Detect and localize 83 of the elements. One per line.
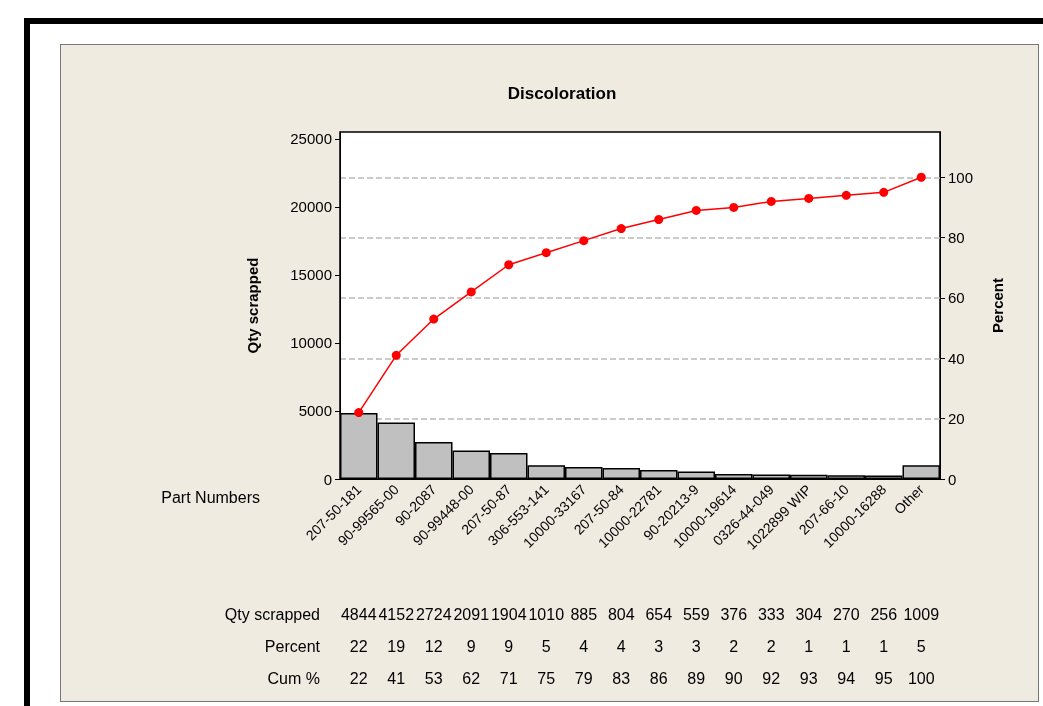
text: 3: [654, 637, 664, 655]
text: 19: [387, 637, 406, 655]
text: Cum %: [267, 669, 320, 687]
y2-tick-label: 80: [948, 229, 965, 247]
point: [354, 408, 364, 418]
text: 2: [729, 637, 739, 655]
point: [804, 193, 814, 203]
data-label: 79: [574, 669, 593, 687]
y-tick-label: 15000: [290, 266, 332, 284]
point: [616, 224, 626, 234]
point: [916, 172, 926, 182]
data-label: 1010: [528, 605, 565, 623]
point: [729, 202, 739, 212]
text: 1: [879, 637, 889, 655]
data-label: 41: [387, 669, 406, 687]
data-label: 95: [874, 669, 893, 687]
text: 12: [424, 637, 443, 655]
data-label: 22: [349, 669, 368, 687]
data-label: 2724: [415, 605, 452, 623]
text: 3: [691, 637, 701, 655]
data-label: 94: [837, 669, 856, 687]
y-tick-label: 20000: [290, 198, 332, 216]
data-label: 804: [607, 605, 635, 623]
point: [654, 215, 664, 224]
y-tick-label: 10000: [290, 334, 332, 352]
data-label: 654: [645, 605, 673, 623]
text: 4: [616, 637, 626, 655]
data-label: 256: [870, 605, 898, 623]
y2-axis-title: Percent: [989, 277, 1006, 334]
data-label: 53: [424, 669, 443, 687]
text: 22: [349, 637, 368, 655]
point: [841, 190, 851, 200]
text: Qty scrapped: [224, 605, 320, 623]
data-label: 559: [682, 605, 710, 623]
y2-tick-label: 40: [948, 349, 965, 367]
text: 9: [504, 637, 514, 655]
y2-tick-label: 60: [948, 289, 965, 307]
text: 1: [841, 637, 851, 655]
data-label: 304: [795, 605, 823, 623]
data-label: 1904: [490, 605, 527, 623]
data-label: 100: [907, 669, 935, 687]
y-tick-label: 25000: [290, 130, 332, 148]
data-label: 75: [537, 669, 556, 687]
data-label: 90: [724, 669, 743, 687]
data-label: 92: [762, 669, 781, 687]
text: 4: [579, 637, 589, 655]
y-axis-title: Qty scrapped: [244, 257, 261, 354]
text: 9: [466, 637, 476, 655]
data-label: 62: [462, 669, 481, 687]
data-label: 71: [499, 669, 518, 687]
y2-tick-label: 20: [948, 410, 965, 428]
data-label: 2091: [453, 605, 490, 623]
data-label: 4844: [340, 605, 377, 623]
data-label: 93: [799, 669, 818, 687]
chart-title: Discoloration: [507, 84, 617, 103]
point: [879, 187, 889, 197]
data-label: 270: [832, 605, 860, 623]
text: 2: [766, 637, 776, 655]
x-axis-title: Part Numbers: [161, 488, 260, 506]
point: [429, 314, 439, 324]
data-label: 86: [649, 669, 668, 687]
point: [541, 248, 551, 258]
y-tick-label: 0: [323, 470, 332, 488]
y2-tick-label: 0: [948, 470, 957, 488]
text: Percent: [264, 637, 321, 655]
y2-tick-label: 100: [948, 168, 974, 186]
point: [391, 350, 401, 360]
point: [466, 287, 476, 297]
point: [504, 260, 514, 270]
text: 5: [916, 637, 926, 655]
point: [691, 205, 701, 215]
data-label: 333: [757, 605, 785, 623]
data-label: 885: [570, 605, 598, 623]
y-tick-label: 5000: [298, 402, 332, 420]
data-label: 376: [720, 605, 748, 623]
data-label: 1009: [903, 605, 940, 623]
data-label: 89: [687, 669, 706, 687]
text: 5: [541, 637, 551, 655]
text: 1: [804, 637, 814, 655]
data-label: 4152: [378, 605, 415, 623]
point: [766, 196, 776, 206]
data-label: 83: [612, 669, 631, 687]
point: [579, 236, 589, 246]
